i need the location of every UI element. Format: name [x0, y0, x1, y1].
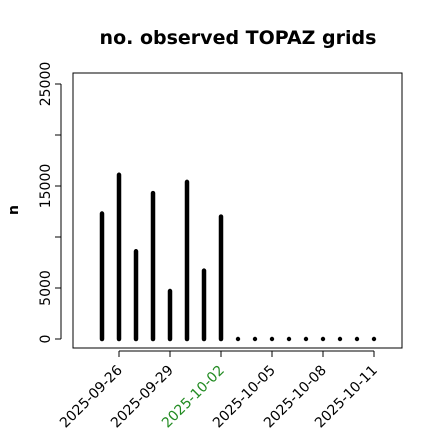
y-tick-label: 5000: [38, 270, 54, 306]
y-tick-label: 0: [38, 335, 54, 344]
y-tick-label: 25000: [38, 62, 54, 107]
x-axis: 2025-09-262025-09-292025-10-022025-10-05…: [57, 350, 381, 431]
bar-2025-10-09: [337, 336, 343, 342]
bar-2025-10-04: [252, 336, 258, 342]
bar-2025-10-07: [303, 336, 309, 342]
bar-2025-10-06: [286, 336, 292, 342]
bar-2025-10-03: [235, 336, 241, 342]
y-tick-label: 15000: [38, 164, 54, 209]
bar-2025-10-11: [371, 336, 377, 342]
plot-box: [72, 72, 403, 349]
chart-title: no. observed TOPAZ grids: [100, 27, 377, 49]
bar-2025-10-08: [320, 336, 326, 342]
bars: [99, 172, 377, 342]
y-axis: 0 5000 15000 25000: [38, 62, 62, 344]
bar-2025-10-05: [269, 336, 275, 342]
bar-2025-10-10: [354, 336, 360, 342]
y-axis-label: n: [6, 205, 22, 215]
